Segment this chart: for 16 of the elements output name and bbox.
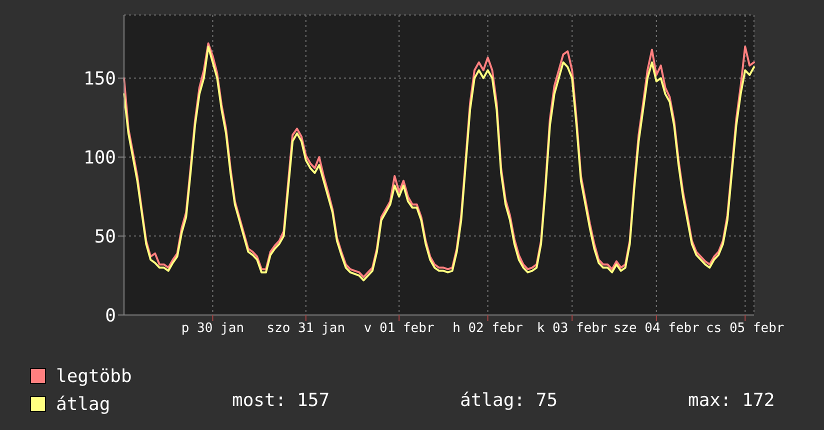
legend-label: legtöbb: [56, 366, 132, 386]
text: most: 157: [232, 390, 330, 411]
x-tick-label: p 30 jan: [181, 321, 244, 336]
y-tick-label: 100: [83, 147, 116, 168]
text: átlag: 75: [460, 390, 558, 411]
x-tick-label: cs 05 febr: [706, 321, 784, 336]
x-tick-label: szo 31 jan: [266, 321, 346, 336]
x-tick-label: h 02 febr: [452, 321, 524, 336]
legend-label: átlag: [56, 394, 110, 414]
x-tick-label: sze 04 febr: [613, 321, 700, 336]
y-tick-label: 0: [105, 305, 116, 326]
text: max: 172: [688, 390, 775, 411]
y-tick-label: 150: [83, 68, 116, 90]
y-tick-label: 50: [94, 226, 116, 248]
x-tick-label: v 01 febr: [364, 321, 434, 336]
x-tick-label: k 03 febr: [536, 321, 608, 336]
